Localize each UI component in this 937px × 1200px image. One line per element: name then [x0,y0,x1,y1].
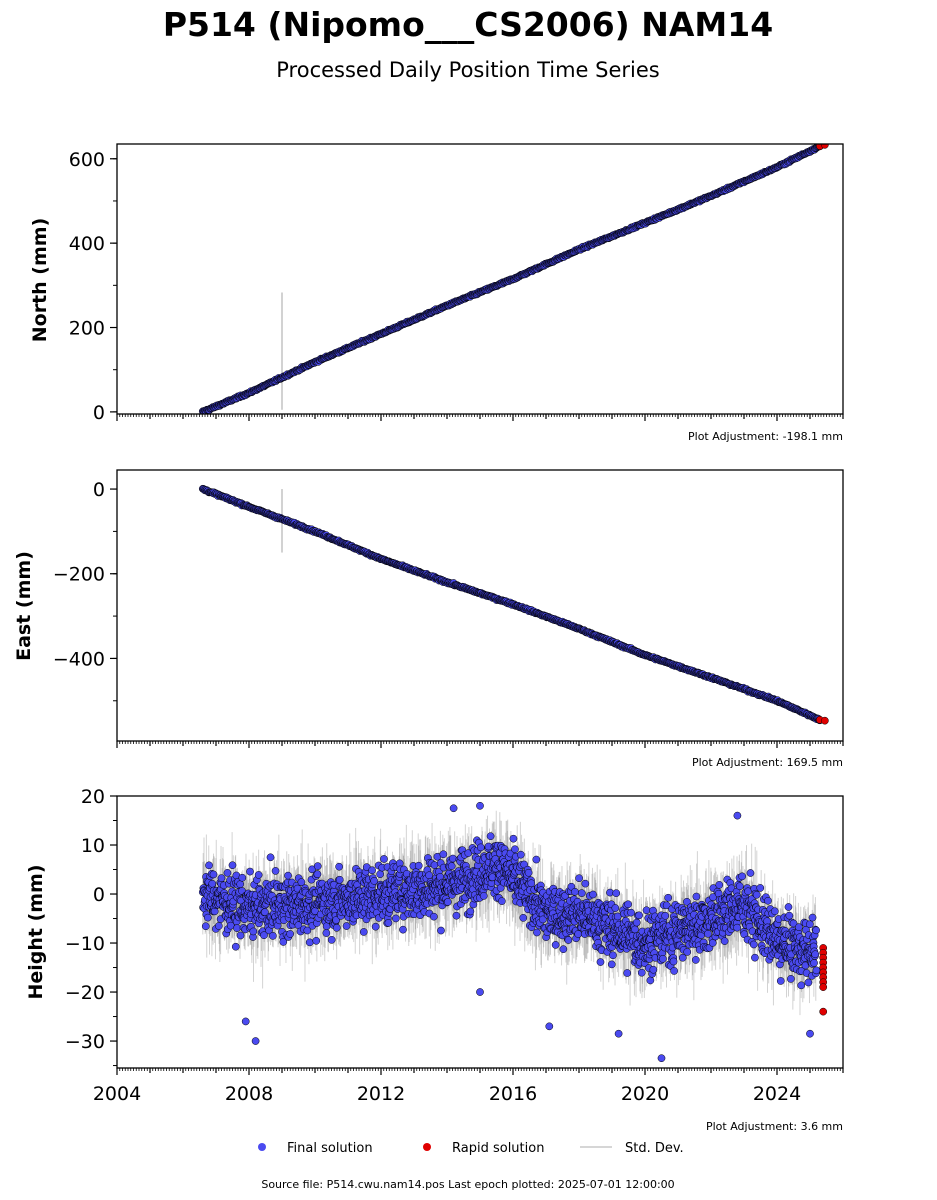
final-point [466,907,475,916]
north-adjustment: Plot Adjustment: -198.1 mm [688,430,843,443]
final-point [327,935,336,944]
north-ylabel: North (mm) [29,218,51,343]
final-point [476,843,485,852]
final-point [335,862,343,871]
final-point [322,922,331,931]
final-point [279,938,288,946]
final-point [208,879,217,888]
final-point [425,871,433,880]
final-point [254,871,263,879]
final-point [313,862,322,870]
final-point [359,928,368,936]
final-point [266,853,275,862]
rapid-point [821,716,829,725]
final-point [414,861,423,870]
final-point [313,870,322,879]
final-point [305,938,314,947]
north-ytick-label: 0 [93,402,105,424]
north-ytick-label: 200 [69,318,105,340]
final-point [228,861,237,870]
east-ytick-label: −200 [53,564,105,586]
final-point [286,930,294,938]
height-adjustment: Plot Adjustment: 3.6 mm [706,1120,843,1133]
final-point [335,875,344,884]
rapid-point [821,144,829,149]
height-plot-area [198,801,828,1063]
final-point [370,877,379,885]
final-point [447,862,456,870]
north-rapid-points [816,144,829,150]
final-point [203,913,212,922]
north-ytick-label: 400 [69,233,105,255]
final-point [371,922,380,931]
final-point [201,922,210,931]
final-point [332,923,341,932]
final-point [322,929,331,937]
north-panel: North (mm) Plot Adjustment: -198.1 mm 0 2… [29,143,844,443]
final-point [246,867,254,876]
final-point [209,870,218,879]
final-point [312,936,321,945]
final-point [205,861,213,870]
final-point [284,871,292,880]
north-final-points [198,144,824,414]
east-axes-frame [116,469,844,742]
north-ytick-label: 600 [69,149,105,171]
final-point [439,850,448,859]
chart-subtitle: Processed Daily Position Time Series [276,58,660,82]
final-point [297,878,306,886]
north-plot-area [198,144,829,414]
final-point [269,932,277,940]
east-ylabel: East (mm) [13,551,35,661]
final-point [233,924,241,932]
height-ylabel: Height (mm) [25,864,47,999]
final-point [214,922,223,930]
final-point [231,942,240,951]
east-ytick-label: −400 [53,648,105,670]
final-point [392,914,400,923]
final-point [486,832,495,841]
final-point [443,898,452,906]
final-point [376,870,384,878]
height-panel: Height (mm) Plot Adjustment: 3.6 mm 2010… [25,786,844,1133]
final-point [271,867,280,875]
final-point [260,931,268,940]
final-point [380,855,388,863]
final-point [437,926,445,935]
final-point [449,854,457,863]
final-point [223,869,232,877]
final-point [430,912,438,921]
final-point [236,880,245,889]
east-final-points [198,484,824,725]
final-point [217,874,226,882]
east-ytick-label: 0 [93,479,105,501]
final-point [303,926,312,935]
final-point [342,922,351,930]
height-final-points [198,801,821,1063]
chart-title: P514 (Nipomo___CS2006) NAM14 [163,5,773,44]
east-panel: East (mm) Plot Adjustment: 169.5 mm 0 −20… [13,469,844,769]
east-adjustment: Plot Adjustment: 169.5 mm [692,756,843,769]
final-point [238,873,247,882]
final-point [479,892,488,900]
final-point [384,919,393,927]
final-point [249,927,258,936]
final-point [452,911,461,920]
east-rapid-points [816,715,829,725]
east-plot-area [198,484,829,725]
final-point [399,925,407,934]
final-point [236,931,245,940]
final-point [368,866,376,875]
